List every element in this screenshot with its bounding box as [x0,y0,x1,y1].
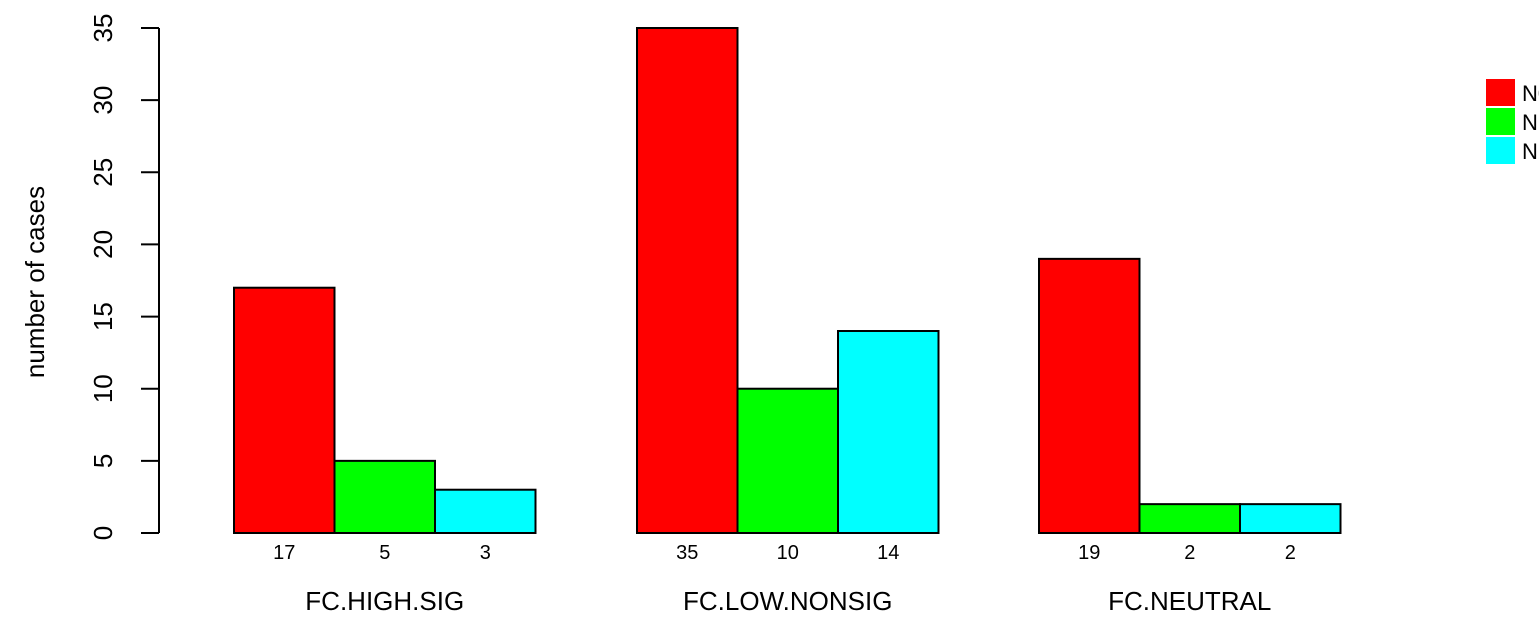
bar-value-label: 35 [676,542,698,564]
legend-swatch [1486,79,1515,106]
y-tick-label: 35 [88,14,118,43]
legend-swatch [1486,137,1515,164]
category-label: FC.HIGH.SIG [305,586,464,616]
legend-label: N0 [1522,81,1539,106]
y-tick-label: 20 [88,230,118,259]
legend-label: N1 [1522,110,1539,135]
bar [837,330,940,534]
bar-value-label: 2 [1184,542,1195,564]
y-axis: 0 5 10 15 20 25 30 35 [88,14,160,540]
y-tick-label: 10 [88,374,118,403]
bars [233,27,1342,535]
bar [233,286,336,535]
category-label: FC.LOW.NONSIG [683,586,892,616]
bar-value-label: 5 [379,542,390,564]
x-axis: 17 5 3 FC.HIGH.SIG 35 10 14 FC.LOW.NONSIG 19 2 2 FC… [273,542,1296,616]
bar-value-label: 17 [273,542,295,564]
bar [434,488,537,535]
y-tick-label: 5 [88,454,118,468]
bar [736,387,839,535]
legend: N0 N1 N2 [1486,79,1539,164]
legend-label: N2 [1522,139,1539,164]
bar-value-label: 2 [1285,542,1296,564]
y-tick-label: 25 [88,158,118,187]
y-tick-label: 30 [88,86,118,115]
legend-swatch [1486,108,1515,135]
bar-value-label: 10 [777,542,799,564]
y-tick-label: 0 [88,526,118,540]
bar [333,459,436,535]
category-label: FC.NEUTRAL [1108,586,1271,616]
bar [636,27,739,534]
y-tick-label: 15 [88,302,118,331]
bar [1239,503,1342,534]
bar [1138,503,1241,534]
bar-value-label: 14 [877,542,899,564]
bar [1038,257,1141,534]
y-axis-label: number of cases [20,186,50,378]
bar-value-label: 3 [480,542,491,564]
bar-value-label: 19 [1078,542,1100,564]
